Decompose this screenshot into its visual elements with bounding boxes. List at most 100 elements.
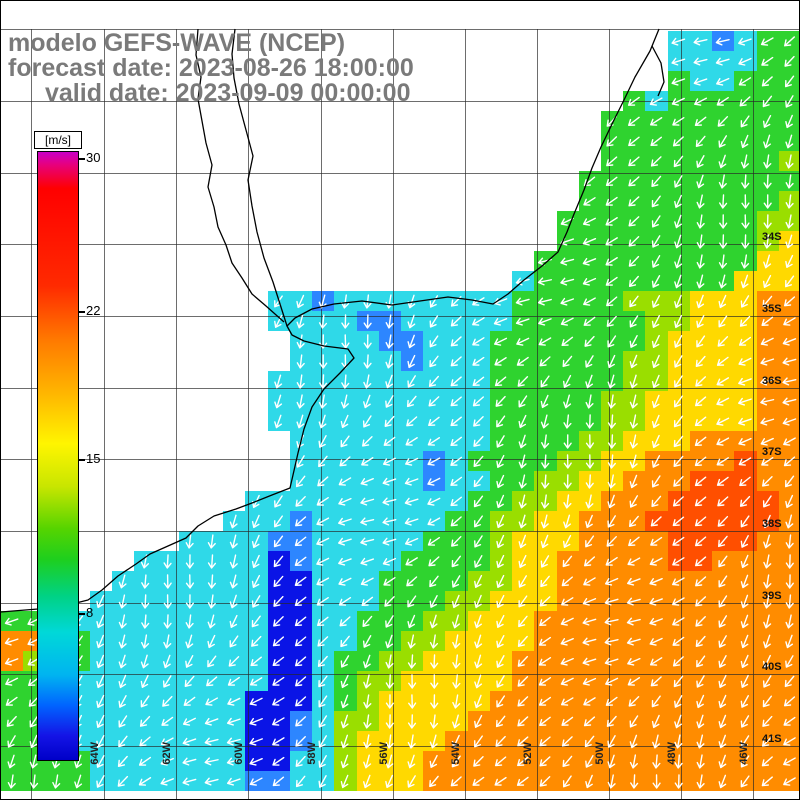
heatmap-cell [645,691,669,711]
heatmap-cell [578,591,602,611]
heatmap-cell [289,531,313,551]
heatmap-cell [267,291,291,311]
heatmap-cell [401,751,424,771]
heatmap-cell [423,451,447,471]
heatmap-cell [645,271,669,291]
heatmap-cell [89,611,113,631]
heatmap-cell [689,691,713,711]
colorbar-tick-mark [79,311,85,313]
heatmap-cell [756,471,780,491]
heatmap-cell [134,611,158,631]
heatmap-cell [334,751,358,771]
heatmap-cell [489,471,513,491]
heatmap-cell [556,571,580,591]
heatmap-cell [312,491,335,511]
heatmap-cell [578,311,602,331]
heatmap-cell [334,771,358,791]
heatmap-cell [556,731,580,751]
heatmap-cell [378,511,402,531]
heatmap-cell [645,431,669,451]
heatmap-cell [778,691,799,711]
heatmap-cell [778,751,799,771]
heatmap-cell [89,691,113,711]
heatmap-cell [712,611,735,631]
heatmap-cell [623,311,647,331]
heatmap-cell [556,511,580,531]
heatmap-cell [623,351,647,371]
longitude-gridline [176,29,177,799]
heatmap-cell [201,731,224,751]
heatmap-cell [489,771,513,791]
heatmap-cell [312,511,335,531]
heatmap-cell [667,271,691,291]
heatmap-cell [601,291,624,311]
heatmap-cell [556,471,580,491]
heatmap-cell [89,631,113,651]
heatmap-cell [312,311,335,331]
heatmap-cell [667,551,691,571]
heatmap-cell [423,531,447,551]
heatmap-cell [689,771,713,791]
heatmap-cell [756,391,780,411]
heatmap-cell [512,651,535,671]
heatmap-cell [778,211,799,231]
heatmap-cell [289,711,313,731]
heatmap-cell [334,711,358,731]
colorbar-tick-mark [79,613,85,615]
heatmap-cell [289,431,313,451]
heatmap-cell [778,171,799,191]
heatmap-cell [756,191,780,211]
heatmap-cell [712,711,735,731]
heatmap-cell [623,711,647,731]
heatmap-cell [334,451,358,471]
longitude-label: 58W [306,742,318,765]
heatmap-cell [578,411,602,431]
heatmap-cell [556,551,580,571]
heatmap-cell [556,691,580,711]
heatmap-cell [601,211,624,231]
heatmap-cell [712,51,735,71]
heatmap-cell [512,491,535,511]
heatmap-cell [356,351,380,371]
heatmap-cell [401,731,424,751]
heatmap-cell [689,631,713,651]
heatmap-cell [756,611,780,631]
heatmap-cell [334,551,358,571]
heatmap-cell [378,651,402,671]
heatmap-cell [512,291,535,311]
heatmap-cell [467,631,491,651]
heatmap-cell [334,691,358,711]
heatmap-cell [778,31,799,51]
heatmap-cell [667,491,691,511]
heatmap-cell [645,531,669,551]
heatmap-cell [578,231,602,251]
heatmap-cell [689,511,713,531]
heatmap-cell [645,711,669,731]
heatmap-cell [645,591,669,611]
heatmap-cell [689,571,713,591]
heatmap-cell [712,131,735,151]
heatmap-cell [601,251,624,271]
heatmap-cell [645,171,669,191]
heatmap-cell [489,591,513,611]
heatmap-cell [289,771,313,791]
heatmap-cell [378,471,402,491]
heatmap-cell [289,291,313,311]
heatmap-cell [601,131,624,151]
heatmap-cell [578,531,602,551]
heatmap-cell [601,171,624,191]
heatmap-cell [556,751,580,771]
heatmap-cell [378,431,402,451]
heatmap-cell [401,351,424,371]
heatmap-cell [623,731,647,751]
heatmap-cell [312,531,335,551]
heatmap-cell [712,31,735,51]
heatmap-cell [267,731,291,751]
latitude-label: 38S [762,518,782,530]
heatmap-cell [1,691,24,711]
heatmap-cell [312,471,335,491]
latitude-gridline [1,674,799,675]
heatmap-cell [667,771,691,791]
heatmap-cell [512,571,535,591]
heatmap-cell [289,331,313,351]
